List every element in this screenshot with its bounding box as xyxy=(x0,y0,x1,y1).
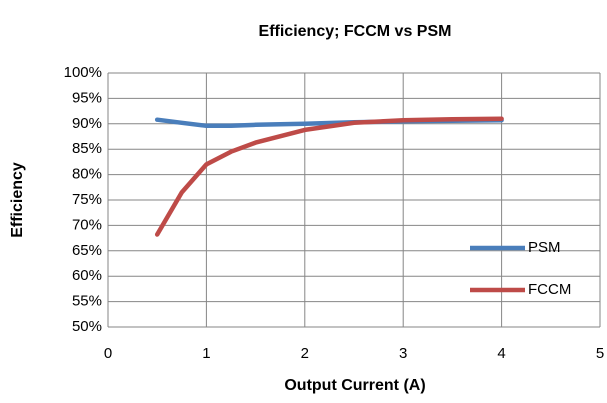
y-axis-label: Efficiency xyxy=(9,162,26,238)
series-line xyxy=(154,116,504,237)
chart-title: Efficiency; FCCM vs PSM xyxy=(259,23,452,40)
x-tick-label: 2 xyxy=(301,345,309,362)
y-tick-label: 100% xyxy=(64,64,102,81)
y-tick-label: 70% xyxy=(72,216,102,233)
y-tick-label: 55% xyxy=(72,293,102,310)
y-tick-label: 85% xyxy=(72,140,102,157)
y-tick-label: 90% xyxy=(72,115,102,132)
y-tick-label: 80% xyxy=(72,166,102,183)
y-tick-label: 75% xyxy=(72,191,102,208)
legend-label: PSM xyxy=(528,239,561,256)
x-tick-label: 1 xyxy=(202,345,210,362)
x-tick-label: 4 xyxy=(497,345,505,362)
x-tick-label: 3 xyxy=(399,345,407,362)
legend-label: FCCM xyxy=(528,281,571,298)
y-tick-label: 50% xyxy=(72,318,102,335)
y-tick-label: 95% xyxy=(72,89,102,106)
y-tick-label: 60% xyxy=(72,267,102,284)
y-tick-label: 65% xyxy=(72,242,102,259)
x-axis-label: Output Current (A) xyxy=(284,377,425,394)
x-tick-label: 0 xyxy=(104,345,112,362)
x-tick-label: 5 xyxy=(596,345,604,362)
